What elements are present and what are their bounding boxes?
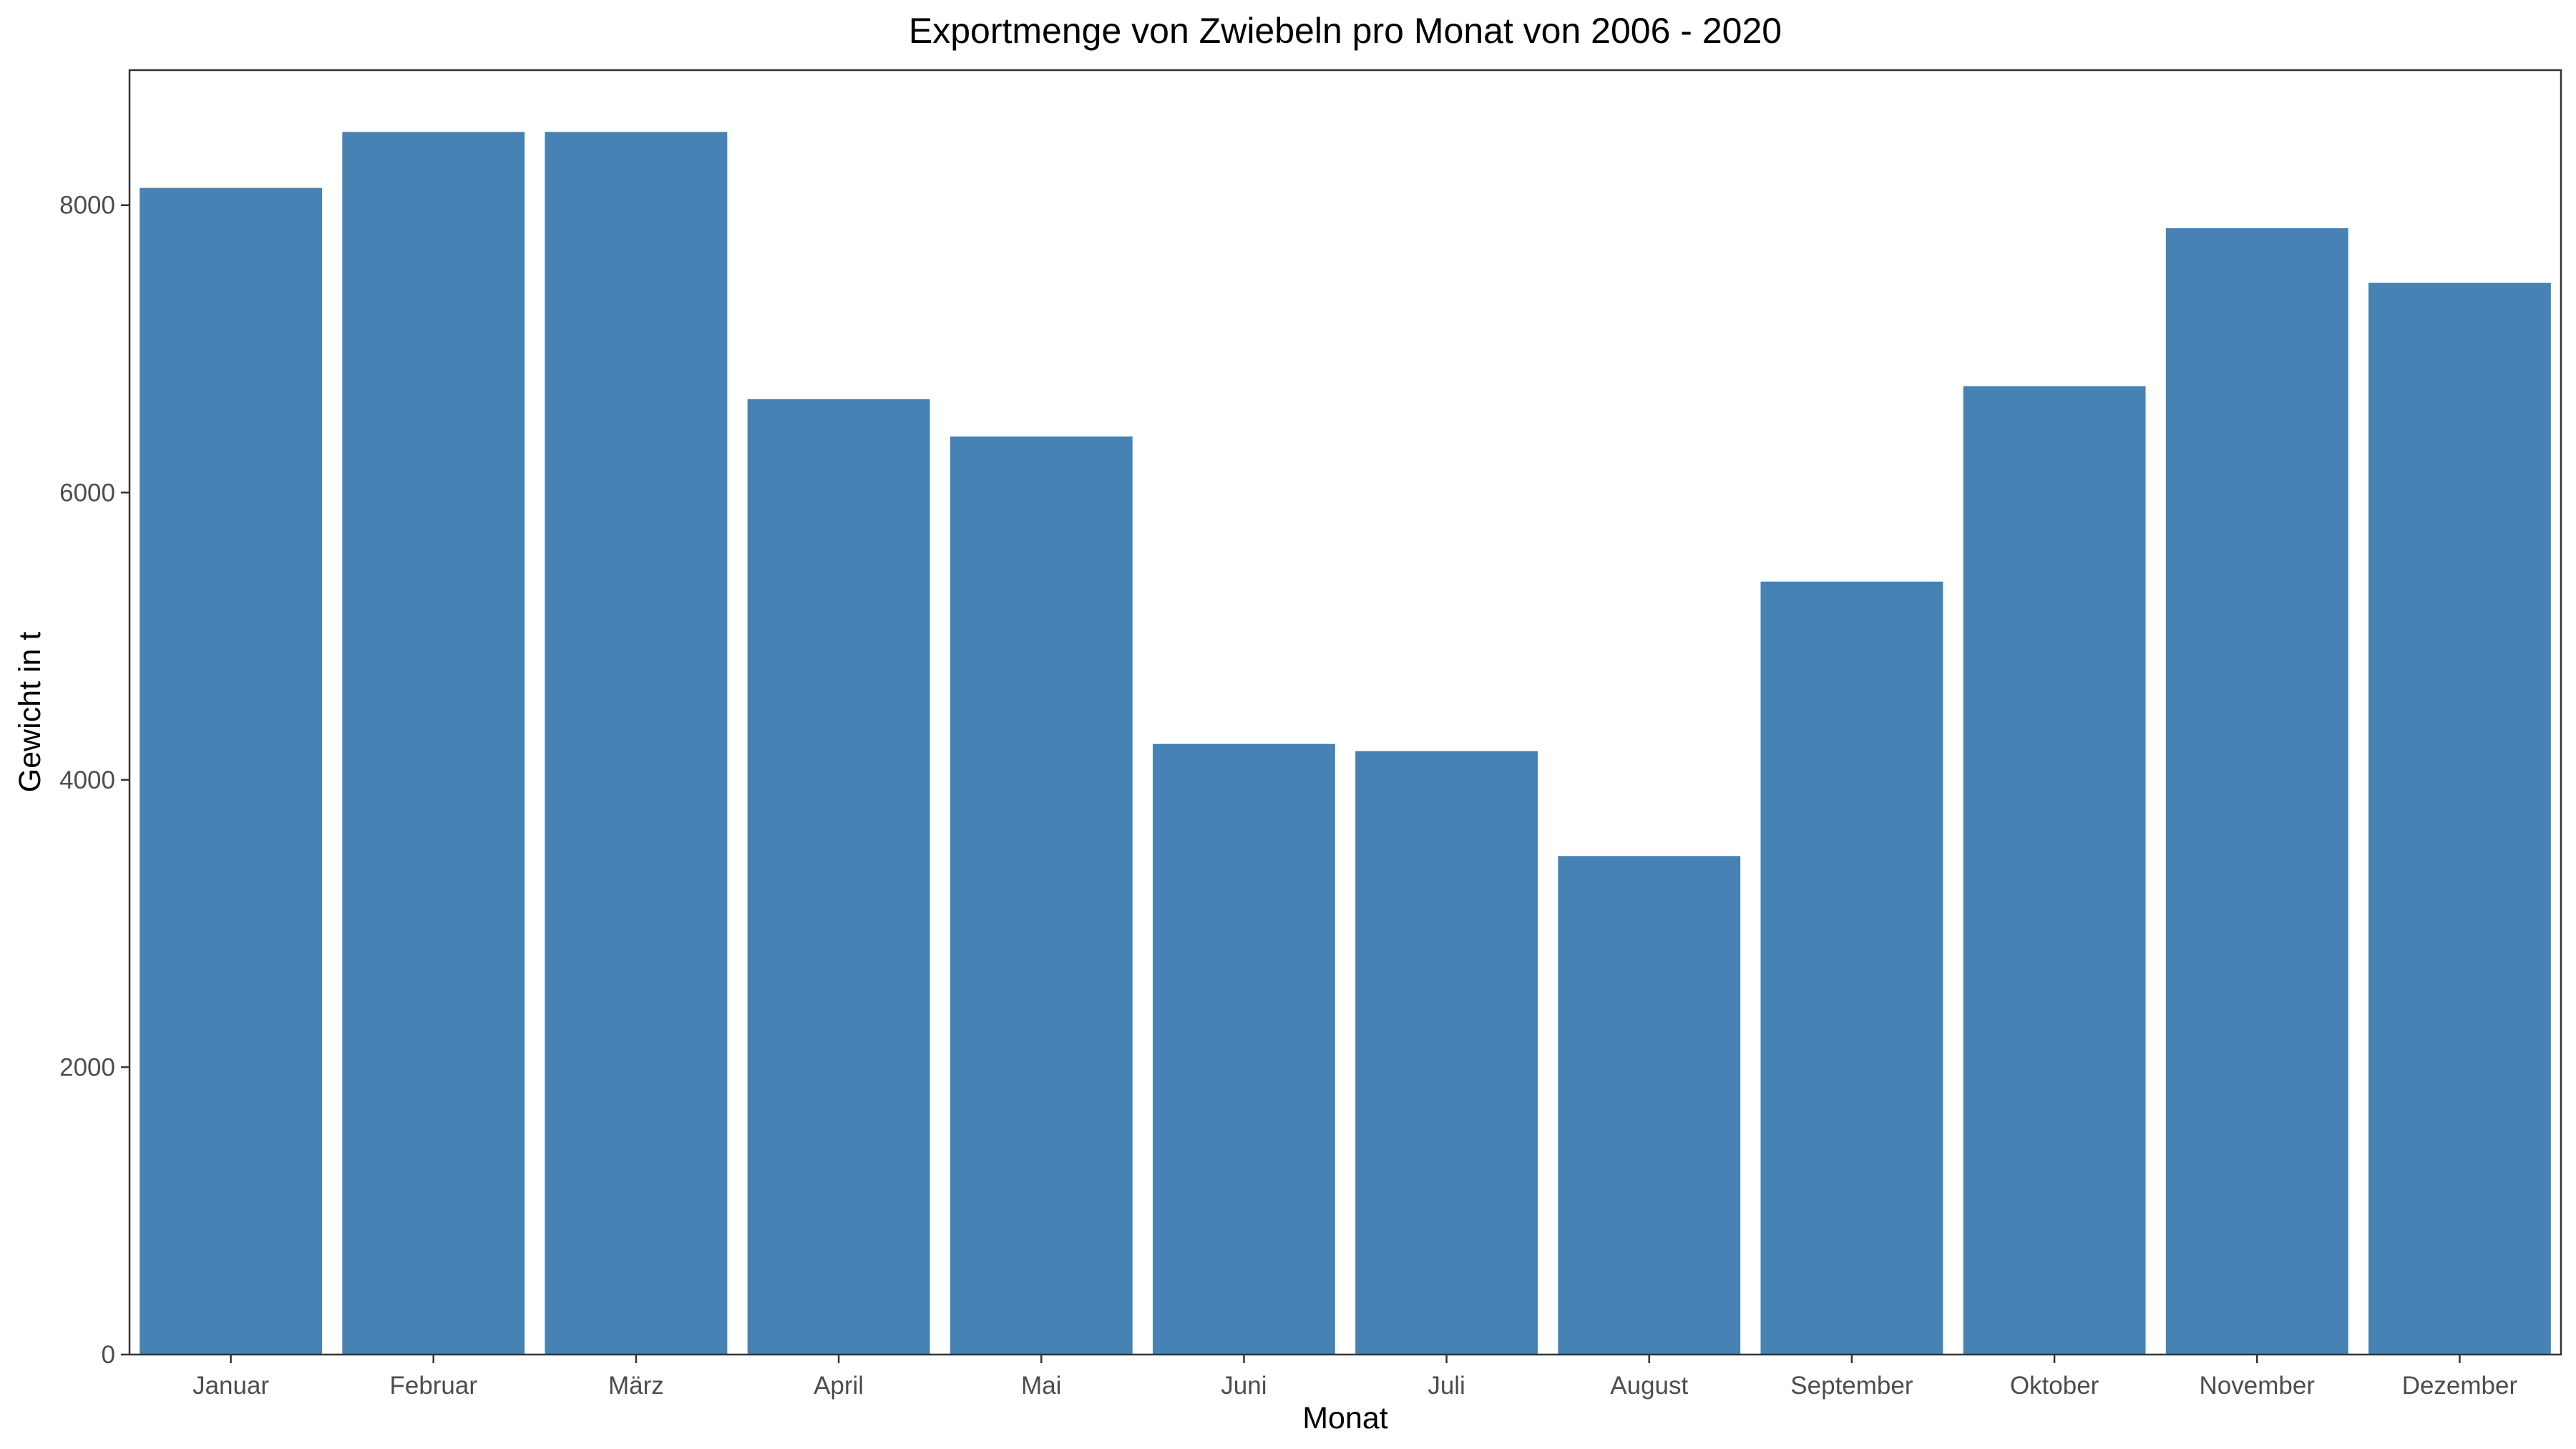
bar-4	[747, 399, 930, 1355]
bar-2	[342, 132, 525, 1355]
bar-10	[1963, 386, 2146, 1355]
x-tick-label: Februar	[389, 1372, 477, 1400]
x-tick-label: Juni	[1221, 1372, 1267, 1400]
y-tick-label: 0	[102, 1341, 115, 1369]
y-tick-label: 8000	[59, 192, 115, 220]
bar-3	[545, 132, 728, 1355]
chart-title: Exportmenge von Zwiebeln pro Monat von 2…	[909, 11, 1782, 51]
plot-panel-border	[128, 69, 2562, 1356]
x-tick-label: Juli	[1428, 1372, 1465, 1400]
bar-9	[1760, 581, 1943, 1355]
bars-layer	[140, 132, 2551, 1355]
x-tick-label: August	[1610, 1372, 1688, 1400]
x-tick-label: Oktober	[2010, 1372, 2099, 1400]
y-tick-label: 4000	[59, 766, 115, 794]
x-tick-label: Januar	[192, 1372, 269, 1400]
bar-12	[2368, 283, 2551, 1355]
y-axis: 0 2000 4000 6000 8000	[59, 192, 130, 1369]
y-tick-label: 2000	[59, 1053, 115, 1081]
x-tick-label: Dezember	[2402, 1372, 2518, 1400]
x-tick-label: September	[1790, 1372, 1913, 1400]
x-tick-label: März	[608, 1372, 664, 1400]
bar-11	[2165, 228, 2348, 1355]
bar-7	[1355, 751, 1538, 1355]
bar-5	[950, 436, 1133, 1355]
y-axis-title: Gewicht in t	[13, 632, 47, 793]
x-axis-title: Monat	[1302, 1401, 1388, 1435]
x-axis: Januar Februar März April Mai Juni Juli August S…	[192, 1355, 2517, 1400]
bar-1	[140, 187, 323, 1355]
x-tick-label: Mai	[1021, 1372, 1061, 1400]
x-tick-label: November	[2200, 1372, 2316, 1400]
bar-6	[1152, 743, 1335, 1355]
y-tick-label: 6000	[59, 479, 115, 507]
bar-8	[1558, 856, 1741, 1355]
x-tick-label: April	[814, 1372, 864, 1400]
